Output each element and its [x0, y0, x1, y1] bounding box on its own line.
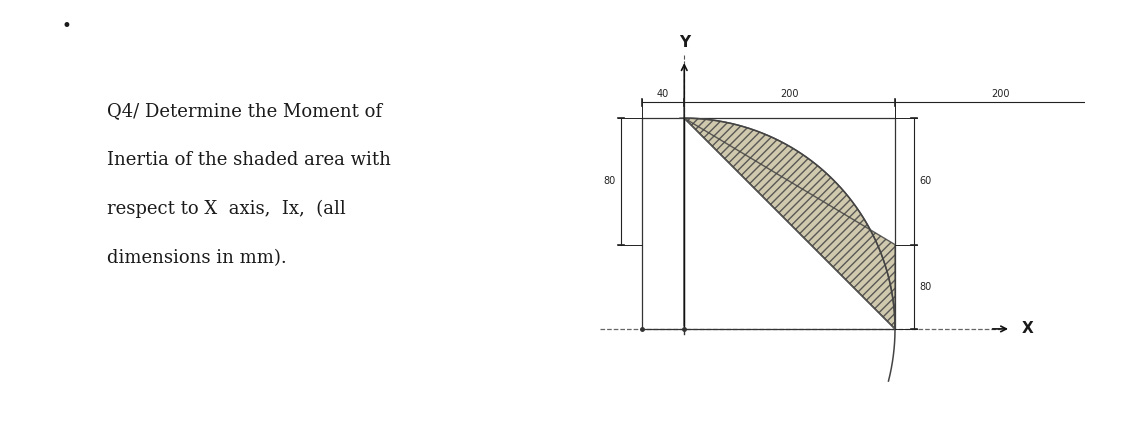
Text: respect to X  axis,  Ix,  (all: respect to X axis, Ix, (all — [107, 200, 345, 219]
Text: 40: 40 — [657, 89, 669, 99]
Text: dimensions in mm).: dimensions in mm). — [107, 249, 287, 267]
Text: •: • — [62, 17, 72, 35]
Text: Q4/ Determine the Moment of: Q4/ Determine the Moment of — [107, 102, 381, 120]
Polygon shape — [684, 118, 896, 329]
Text: 80: 80 — [919, 282, 931, 292]
Text: 200: 200 — [781, 89, 799, 99]
Text: 60: 60 — [919, 176, 931, 187]
Text: Inertia of the shaded area with: Inertia of the shaded area with — [107, 151, 390, 169]
Text: 80: 80 — [603, 176, 615, 187]
Text: Y: Y — [678, 35, 690, 50]
Text: X: X — [1022, 321, 1033, 337]
Text: 200: 200 — [991, 89, 1009, 99]
